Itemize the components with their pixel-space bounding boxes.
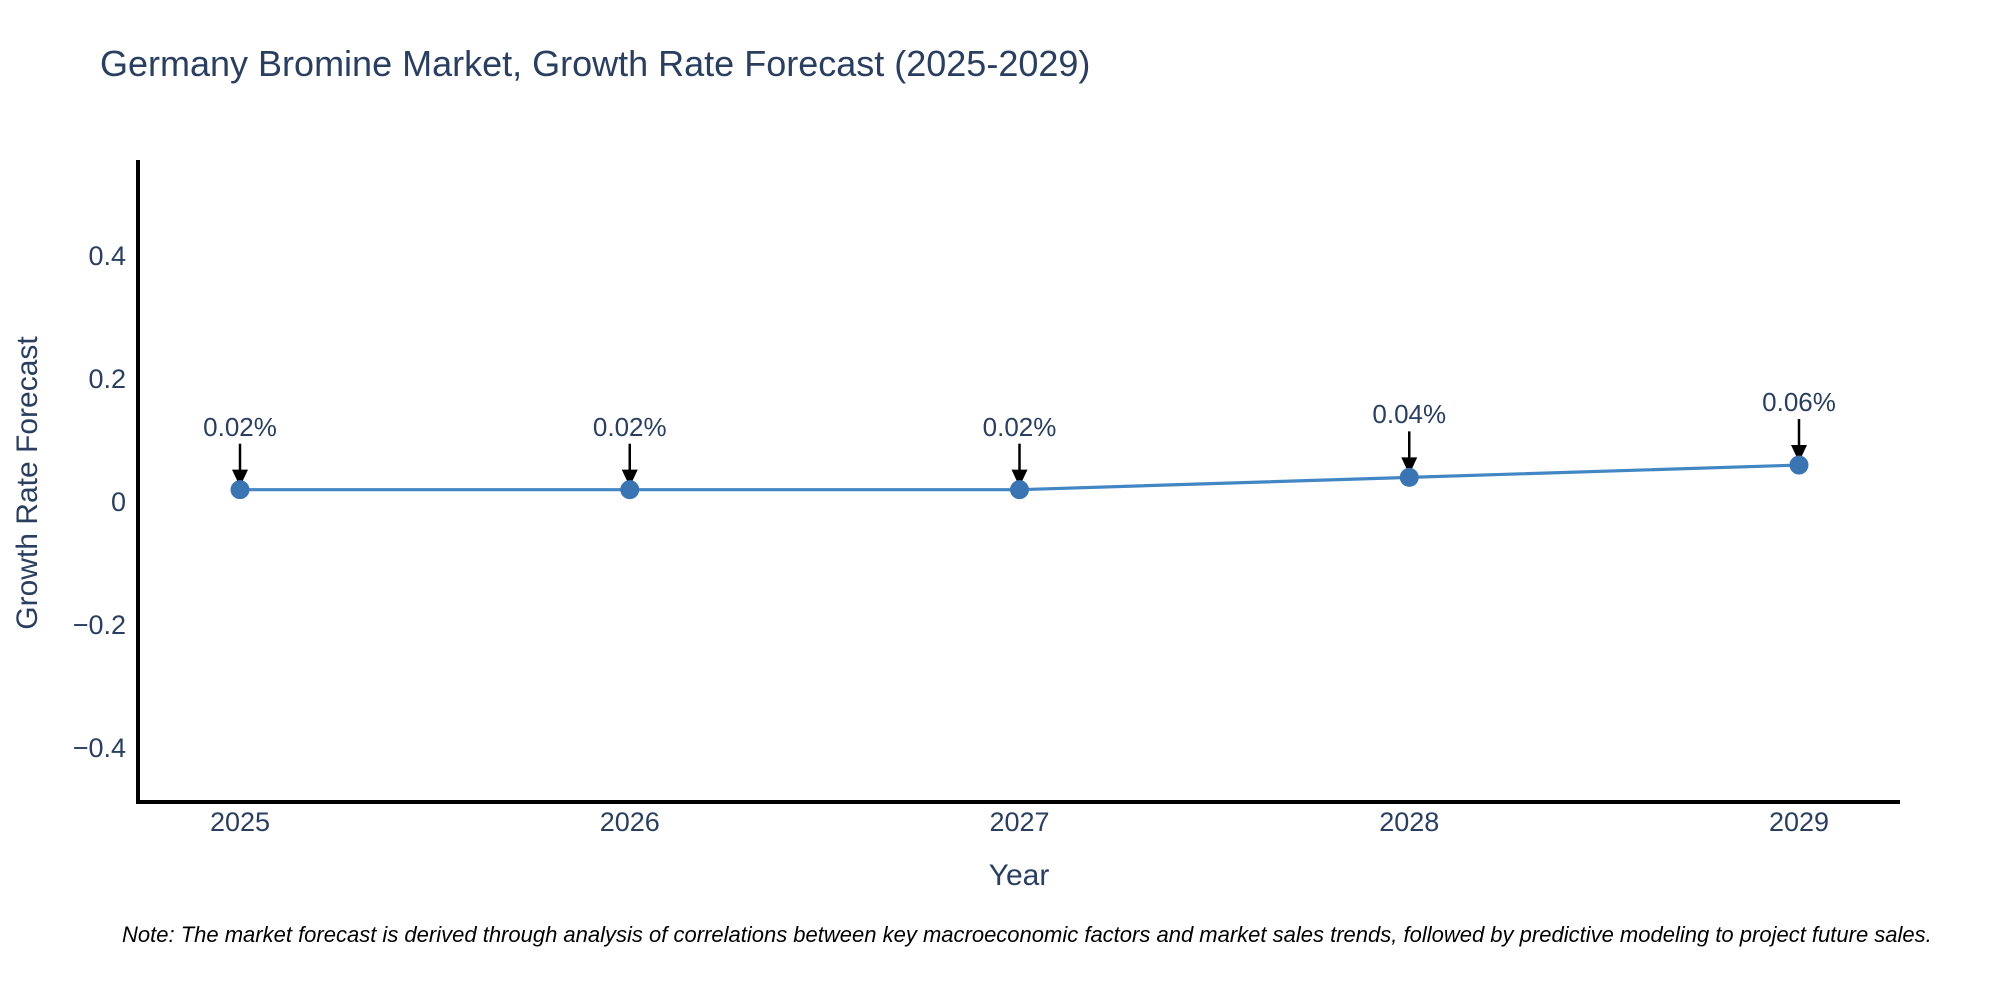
annotation-arrowhead bbox=[621, 469, 638, 487]
data-point-annotation: 0.04% bbox=[1372, 399, 1447, 430]
x-tick-label: 2029 bbox=[1768, 807, 1830, 837]
y-tick-label: 0.2 bbox=[88, 363, 126, 394]
x-axis-title: Year bbox=[988, 859, 1050, 892]
annotation-arrowhead bbox=[232, 469, 248, 487]
data-point-marker bbox=[620, 480, 640, 500]
chart-title: Germany Bromine Market, Growth Rate Fore… bbox=[100, 43, 1091, 84]
y-tick-label: −0.2 bbox=[72, 610, 126, 641]
y-axis-title: Growth Rate Forecast bbox=[11, 336, 44, 630]
data-point-annotation: 0.02% bbox=[203, 411, 277, 442]
x-tick-label: 2028 bbox=[1379, 807, 1440, 837]
y-tick-label: 0.4 bbox=[88, 240, 126, 271]
annotation-arrowhead bbox=[1401, 457, 1418, 475]
annotation-arrowhead bbox=[1791, 445, 1807, 463]
x-tick-label: 2026 bbox=[599, 807, 660, 837]
y-tick-label: 0 bbox=[110, 487, 126, 517]
data-point-annotation: 0.06% bbox=[1762, 387, 1836, 418]
annotation-arrowhead bbox=[1011, 469, 1028, 487]
data-point-marker bbox=[1789, 455, 1809, 475]
data-point-annotation: 0.02% bbox=[982, 411, 1057, 442]
y-tick-label: −0.4 bbox=[72, 733, 126, 764]
data-point-annotation: 0.02% bbox=[592, 411, 667, 442]
chart-footnote: Note: The market forecast is derived thr… bbox=[122, 922, 1932, 947]
data-point-marker bbox=[1010, 480, 1029, 500]
x-tick-label: 2027 bbox=[989, 807, 1050, 837]
x-axis-line bbox=[136, 800, 1900, 804]
data-point-marker bbox=[1399, 467, 1419, 487]
y-axis-line bbox=[136, 160, 140, 804]
x-tick-label: 2025 bbox=[209, 807, 271, 837]
data-point-marker bbox=[230, 480, 250, 500]
